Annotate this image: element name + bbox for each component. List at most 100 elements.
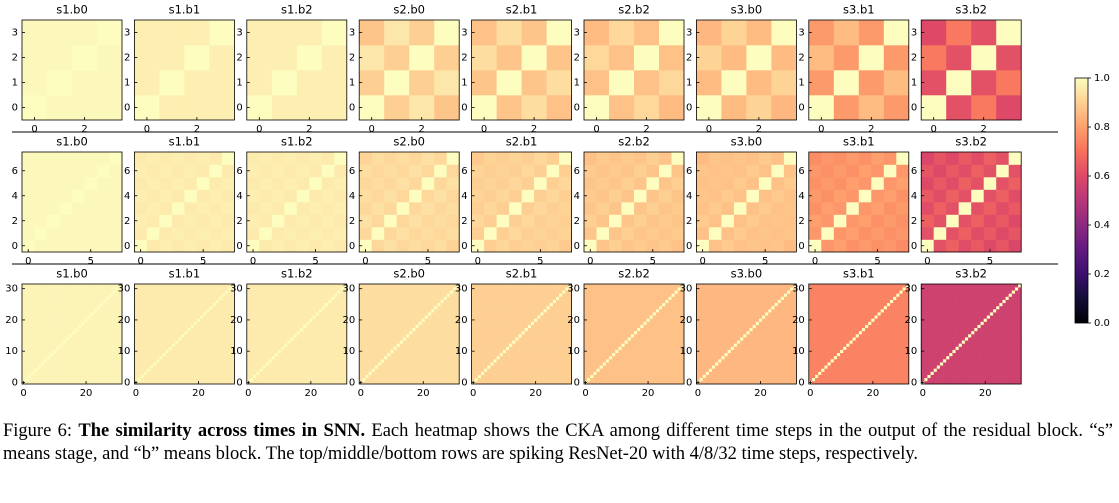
cell	[90, 337, 95, 341]
y-tick-label: 30	[230, 284, 243, 295]
cell	[228, 374, 232, 379]
cell	[196, 214, 210, 228]
cell	[321, 45, 348, 71]
cell	[406, 359, 410, 363]
x-tick-label: 5	[312, 256, 318, 267]
cell	[87, 362, 92, 366]
cell	[296, 299, 301, 304]
cell	[315, 340, 319, 344]
cell	[112, 368, 117, 372]
cell	[318, 365, 323, 369]
cell	[278, 324, 282, 329]
cell	[337, 327, 341, 332]
cell	[337, 293, 341, 297]
cell	[153, 349, 157, 354]
y-tick-label: 2	[574, 53, 580, 64]
cell	[78, 334, 82, 338]
cell	[118, 287, 123, 291]
cell	[150, 296, 154, 300]
cell	[168, 327, 173, 332]
cell	[178, 380, 182, 385]
cell	[424, 327, 429, 332]
cell	[171, 340, 176, 344]
cell	[328, 349, 332, 354]
cell	[178, 287, 182, 291]
y-tick-label: 10	[118, 346, 131, 357]
cell	[362, 371, 366, 375]
cell	[284, 290, 288, 294]
cell	[374, 349, 379, 354]
cell	[321, 164, 335, 178]
cell	[659, 70, 685, 96]
cell	[390, 318, 394, 322]
cell	[75, 284, 79, 288]
cell	[25, 362, 29, 366]
cell	[746, 164, 760, 178]
cell	[134, 343, 138, 347]
cell	[25, 287, 29, 291]
cell	[446, 152, 460, 165]
cell	[56, 346, 60, 350]
y-tick-label: 3	[349, 28, 355, 39]
cell	[362, 346, 366, 350]
cell	[293, 299, 298, 304]
cell	[81, 371, 85, 375]
cell	[996, 239, 1009, 253]
cell	[221, 359, 226, 363]
cell	[265, 293, 269, 297]
cell	[78, 302, 82, 307]
cell	[415, 309, 419, 313]
cell	[306, 346, 310, 350]
cell	[324, 374, 329, 379]
cell	[146, 346, 151, 350]
cell	[921, 20, 947, 46]
cell	[196, 352, 201, 357]
cell	[443, 321, 447, 325]
cell	[134, 359, 138, 363]
cell	[634, 189, 647, 203]
cell	[471, 70, 497, 96]
cell	[596, 177, 610, 190]
cell	[209, 334, 213, 338]
cell	[609, 70, 635, 96]
cell	[434, 70, 460, 96]
cell	[281, 362, 285, 366]
cell	[362, 296, 366, 300]
cell	[659, 239, 672, 253]
cell	[456, 318, 460, 322]
cell	[228, 302, 232, 307]
frame	[808, 151, 910, 253]
cell	[337, 321, 341, 325]
cell	[259, 349, 263, 354]
cell	[384, 321, 388, 325]
y-tick-label: 0	[12, 377, 18, 388]
cell	[178, 299, 182, 304]
cell	[100, 287, 104, 291]
cell	[274, 359, 279, 363]
cell	[440, 318, 444, 322]
cell	[846, 202, 860, 215]
cell	[584, 177, 597, 190]
cell	[209, 349, 213, 354]
cell	[84, 327, 88, 332]
cell	[368, 349, 372, 354]
cell	[175, 371, 179, 375]
cell	[306, 318, 310, 322]
cell	[109, 327, 113, 332]
y-tick-label: 2	[349, 53, 355, 64]
cell	[312, 334, 316, 338]
cell	[337, 330, 341, 335]
cell	[396, 340, 401, 344]
cell	[387, 371, 391, 375]
cell	[783, 152, 797, 165]
cell	[634, 239, 647, 253]
cell	[271, 371, 276, 375]
cell	[156, 296, 160, 300]
cell	[62, 346, 67, 350]
cell	[193, 318, 198, 322]
cell	[306, 299, 310, 304]
cell	[84, 355, 88, 360]
cell	[334, 299, 338, 304]
cell	[265, 340, 269, 344]
cell	[22, 359, 26, 363]
